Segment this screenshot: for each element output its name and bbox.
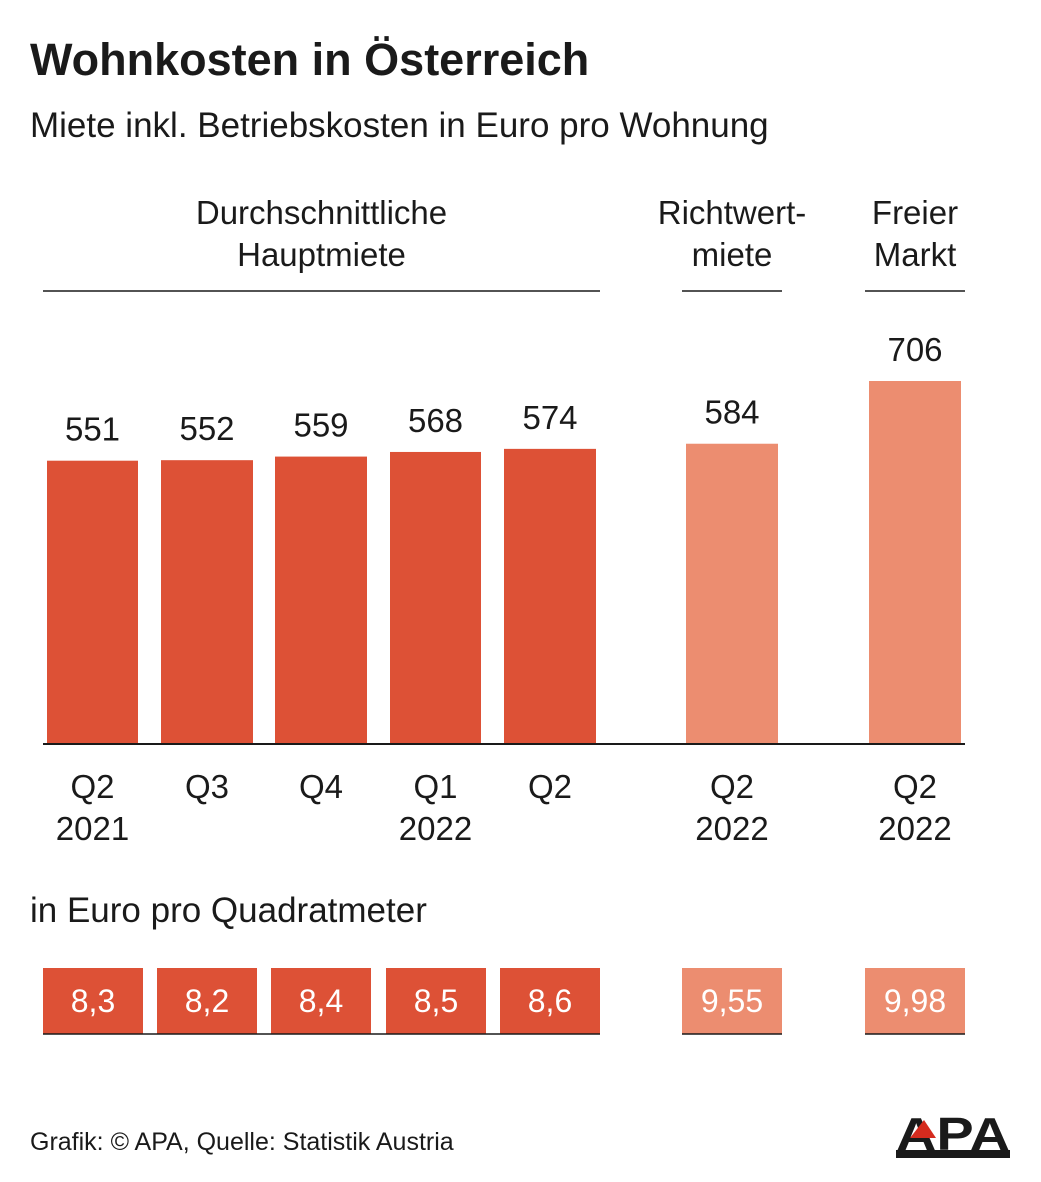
bar-value-label: 551 — [65, 411, 120, 448]
per-sqm-box — [43, 968, 143, 1034]
per-sqm-value: 8,6 — [528, 983, 572, 1019]
group-header-label: Durchschnittliche — [196, 194, 447, 231]
bar — [161, 460, 253, 744]
bar-value-label: 568 — [408, 402, 463, 439]
x-tick-label-year: 2022 — [878, 810, 951, 847]
group-header-label: miete — [692, 236, 773, 273]
per-sqm-value: 9,98 — [884, 983, 946, 1019]
per-sqm-box — [865, 968, 965, 1034]
bar — [390, 451, 481, 744]
x-tick-label: Q2 — [893, 768, 937, 805]
apa-logo: APA — [896, 1108, 1010, 1160]
bar — [275, 456, 367, 744]
per-sqm-label: in Euro pro Quadratmeter — [30, 891, 427, 930]
x-tick-label: Q2 — [70, 768, 114, 805]
apa-logo-base — [896, 1150, 1010, 1158]
per-sqm-box — [271, 968, 371, 1034]
bar-value-label: 574 — [522, 399, 577, 436]
bar-chart: Durchschnittliche Hauptmiete 551 Q2 2021 8,3 5… — [43, 194, 965, 1035]
x-tick-label: Q2 — [710, 768, 754, 805]
x-tick-label: Q4 — [299, 768, 343, 805]
x-tick-label: Q1 — [413, 768, 457, 805]
x-tick-label: Q2 — [528, 768, 572, 805]
bar — [686, 443, 778, 744]
bar-value-label: 706 — [887, 331, 942, 368]
bar — [869, 381, 961, 744]
per-sqm-box — [386, 968, 486, 1034]
bar-value-label: 559 — [293, 407, 348, 444]
group-header-label: Richtwert- — [658, 194, 807, 231]
per-sqm-value: 9,55 — [701, 983, 763, 1019]
bar-value-label: 552 — [179, 410, 234, 447]
group-header-label: Freier — [872, 194, 958, 231]
x-tick-label-year: 2022 — [695, 810, 768, 847]
group-header-label: Hauptmiete — [237, 236, 406, 273]
apa-logo-accent — [910, 1120, 936, 1138]
bar-value-label: 584 — [704, 394, 759, 431]
bar — [504, 448, 596, 744]
per-sqm-value: 8,4 — [299, 983, 343, 1019]
per-sqm-box — [157, 968, 257, 1034]
per-sqm-box — [682, 968, 782, 1034]
x-tick-label: Q3 — [185, 768, 229, 805]
per-sqm-box — [500, 968, 600, 1034]
source-note: Grafik: © APA, Quelle: Statistik Austria — [30, 1128, 454, 1156]
chart-title: Wohnkosten in Österreich — [30, 34, 590, 85]
chart-subtitle: Miete inkl. Betriebskosten in Euro pro W… — [30, 106, 769, 145]
per-sqm-value: 8,5 — [414, 983, 458, 1019]
per-sqm-value: 8,2 — [185, 983, 229, 1019]
bar — [47, 460, 138, 744]
x-tick-label-year: 2021 — [56, 810, 129, 847]
per-sqm-value: 8,3 — [71, 983, 115, 1019]
x-tick-label-year: 2022 — [399, 810, 472, 847]
group-header-label: Markt — [874, 236, 957, 273]
